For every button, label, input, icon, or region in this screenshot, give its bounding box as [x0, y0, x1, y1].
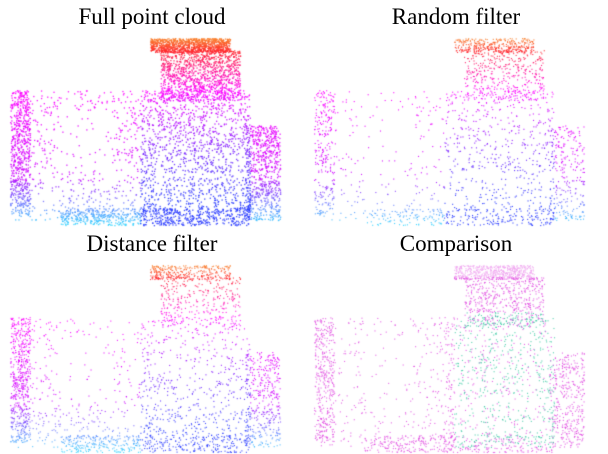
point-cloud-image [304, 30, 608, 227]
panel-title: Random filter [391, 4, 521, 29]
panel-random-filter: Random filter [304, 0, 608, 227]
point-cloud-image [0, 30, 304, 227]
panel-title: Comparison [399, 231, 513, 256]
point-cloud-image [304, 257, 608, 454]
panel-title: Distance filter [86, 231, 218, 256]
panel-title: Full point cloud [78, 4, 226, 29]
panel-full-point-cloud: Full point cloud [0, 0, 304, 227]
point-cloud-image [0, 257, 304, 454]
panel-distance-filter: Distance filter [0, 227, 304, 454]
panel-comparison: Comparison [304, 227, 608, 454]
